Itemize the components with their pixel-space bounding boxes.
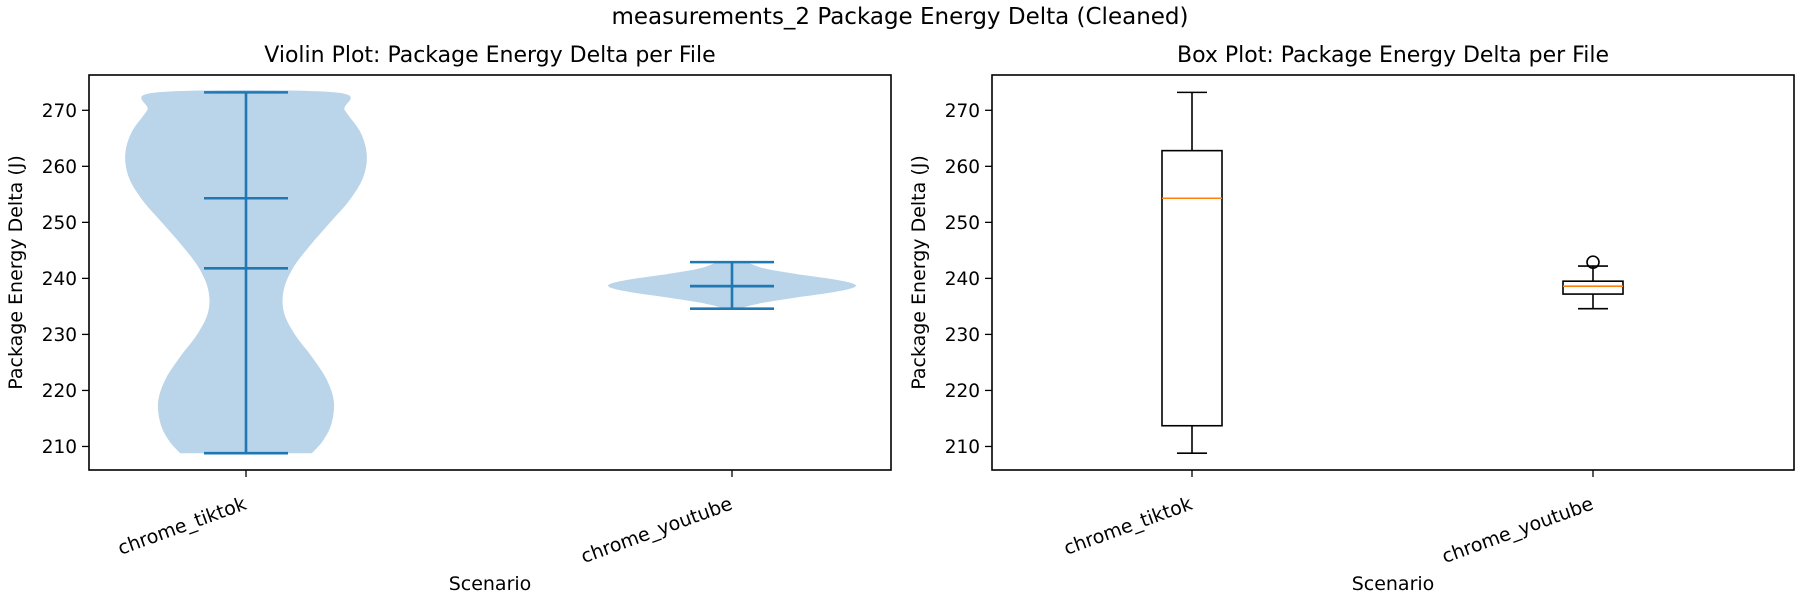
y-tick-label: 260	[42, 157, 77, 178]
box-iqr-chrome-tiktok	[1161, 149, 1223, 427]
chart-title: Box Plot: Package Energy Delta per File	[1177, 43, 1609, 68]
y-tick-label: 230	[945, 325, 980, 346]
y-tick-label: 250	[945, 213, 980, 234]
y-tick-label: 210	[42, 437, 77, 458]
x-axis-label: Scenario	[1352, 573, 1435, 595]
y-tick-label: 220	[945, 381, 980, 402]
y-tick-label: 220	[42, 381, 77, 402]
figure-suptitle: measurements_2 Package Energy Delta (Cle…	[611, 4, 1188, 30]
box-outlier-point	[1586, 255, 1600, 269]
violin-plot-panel: Violin Plot: Package Energy Delta per Fi…	[5, 43, 892, 595]
y-tick-label: 230	[42, 325, 77, 346]
plot-area-frame	[991, 74, 1795, 471]
y-tick-label: 270	[42, 101, 77, 122]
y-tick-label: 240	[945, 269, 980, 290]
y-tick-label: 210	[945, 437, 980, 458]
x-axis-label: Scenario	[449, 573, 532, 595]
y-axis-label: Package Energy Delta (J)	[5, 155, 27, 390]
y-tick-label: 270	[945, 101, 980, 122]
chart-title: Violin Plot: Package Energy Delta per Fi…	[264, 43, 715, 68]
x-tick-label-chrome-youtube: chrome_youtube	[1439, 493, 1596, 568]
y-tick-label: 260	[945, 157, 980, 178]
x-tick-label-chrome-youtube: chrome_youtube	[578, 493, 735, 568]
plot-area-frame	[88, 74, 892, 471]
x-tick-label-chrome-tiktok: chrome_tiktok	[1061, 493, 1195, 560]
box-iqr-chrome-youtube	[1562, 280, 1624, 295]
y-tick-label: 250	[42, 213, 77, 234]
y-tick-label: 240	[42, 269, 77, 290]
y-axis-label: Package Energy Delta (J)	[908, 155, 930, 390]
x-tick-label-chrome-tiktok: chrome_tiktok	[115, 493, 249, 560]
box-plot-panel: Box Plot: Package Energy Delta per File 2…	[908, 43, 1795, 595]
